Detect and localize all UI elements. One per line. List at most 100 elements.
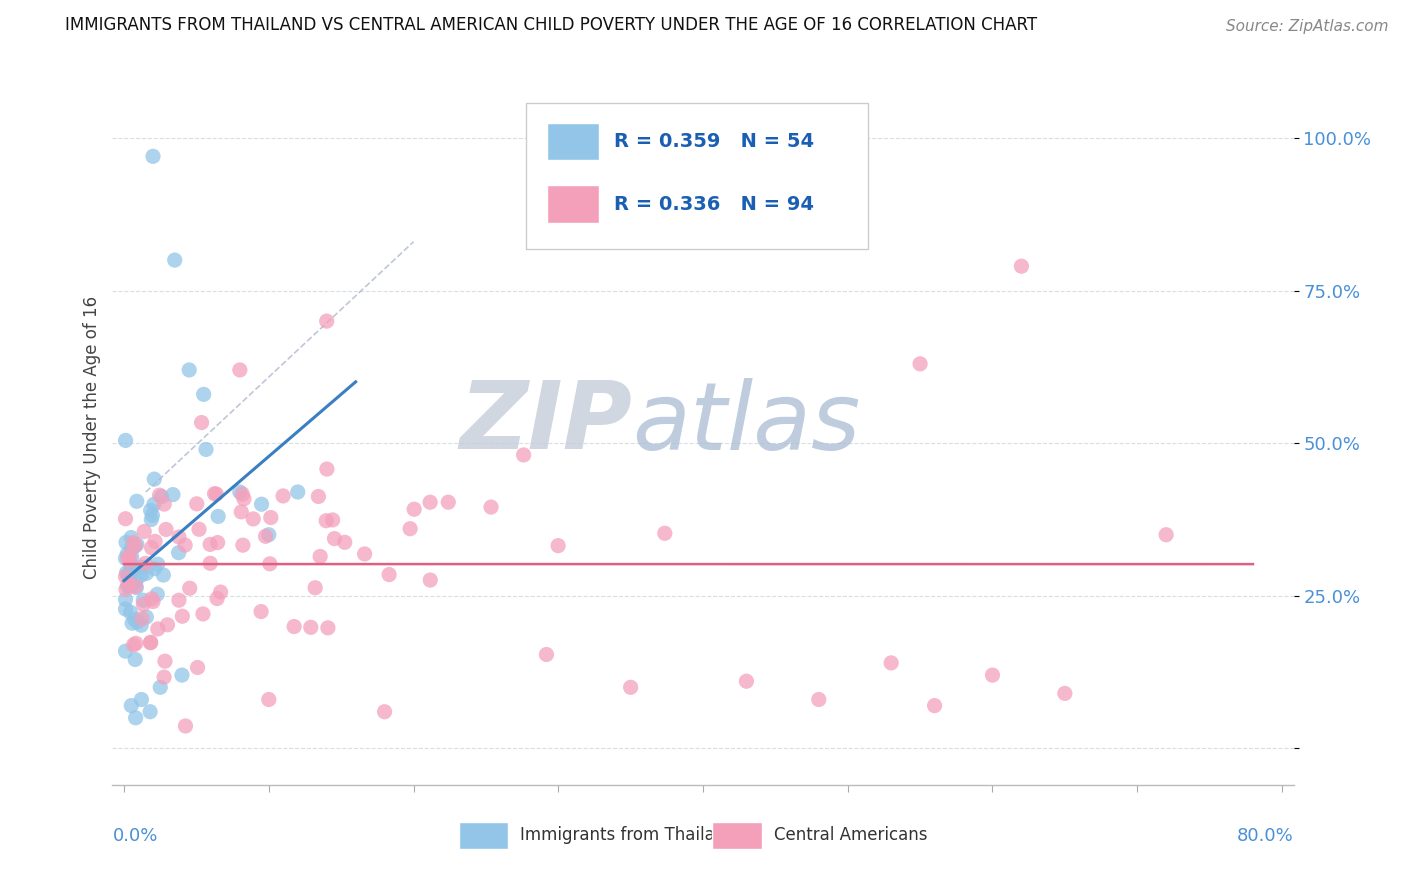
- Point: [198, 537, 221, 551]
- Point: [131, 612, 153, 626]
- Point: [132, 593, 155, 607]
- Point: [127, 615, 149, 629]
- Point: [191, 607, 214, 621]
- Point: [231, 487, 253, 501]
- Y-axis label: Child Poverty Under the Age of 16: Child Poverty Under the Age of 16: [83, 295, 101, 579]
- Point: [924, 698, 946, 713]
- Point: [536, 648, 558, 662]
- Point: [304, 581, 326, 595]
- Point: [121, 541, 143, 555]
- Point: [153, 654, 176, 668]
- Point: [141, 591, 163, 606]
- Point: [172, 609, 194, 624]
- Point: [205, 487, 228, 501]
- Point: [204, 486, 226, 500]
- Point: [735, 674, 758, 689]
- Text: Source: ZipAtlas.com: Source: ZipAtlas.com: [1226, 19, 1388, 34]
- Point: [153, 497, 176, 511]
- Point: [117, 579, 139, 593]
- Point: [143, 534, 166, 549]
- Point: [139, 635, 162, 649]
- Point: [179, 363, 201, 377]
- Point: [880, 656, 903, 670]
- Point: [419, 573, 441, 587]
- Point: [307, 490, 329, 504]
- Point: [155, 523, 177, 537]
- Point: [139, 705, 162, 719]
- Point: [620, 681, 643, 695]
- Point: [121, 577, 143, 591]
- Point: [174, 538, 197, 552]
- Text: 80.0%: 80.0%: [1237, 827, 1294, 845]
- Point: [148, 488, 170, 502]
- Point: [139, 636, 162, 650]
- Point: [316, 462, 339, 476]
- Point: [129, 568, 152, 582]
- Point: [146, 558, 169, 572]
- Point: [115, 535, 138, 549]
- Point: [146, 587, 169, 601]
- Point: [437, 495, 460, 509]
- Point: [131, 692, 153, 706]
- Point: [374, 705, 396, 719]
- Point: [193, 387, 215, 401]
- Point: [117, 547, 139, 561]
- Point: [141, 512, 163, 526]
- Point: [122, 561, 145, 575]
- Point: [122, 535, 145, 549]
- Point: [134, 557, 156, 571]
- FancyBboxPatch shape: [547, 122, 599, 161]
- Point: [114, 644, 136, 658]
- Point: [316, 621, 339, 635]
- Point: [260, 510, 283, 524]
- Point: [271, 489, 294, 503]
- Point: [121, 616, 143, 631]
- Point: [479, 500, 502, 514]
- Point: [129, 560, 152, 574]
- Point: [188, 522, 211, 536]
- Point: [153, 670, 176, 684]
- Point: [135, 566, 157, 581]
- Point: [125, 581, 148, 595]
- Point: [117, 578, 139, 592]
- Point: [257, 692, 280, 706]
- Point: [114, 551, 136, 566]
- Point: [250, 605, 273, 619]
- Point: [124, 539, 146, 553]
- Point: [654, 526, 676, 541]
- Point: [143, 562, 166, 576]
- Point: [257, 527, 280, 541]
- Text: R = 0.336   N = 94: R = 0.336 N = 94: [614, 194, 814, 213]
- Point: [125, 494, 148, 508]
- Point: [378, 567, 401, 582]
- Point: [1154, 527, 1177, 541]
- Point: [124, 580, 146, 594]
- Point: [315, 314, 337, 328]
- Point: [120, 531, 142, 545]
- FancyBboxPatch shape: [458, 822, 508, 849]
- Point: [1053, 686, 1076, 700]
- Point: [322, 513, 344, 527]
- Point: [232, 538, 254, 552]
- Point: [114, 512, 136, 526]
- Text: 0.0%: 0.0%: [112, 827, 157, 845]
- Point: [114, 592, 136, 607]
- Point: [333, 535, 356, 549]
- Point: [125, 537, 148, 551]
- Point: [114, 602, 136, 616]
- Point: [287, 485, 309, 500]
- FancyBboxPatch shape: [713, 822, 762, 849]
- Point: [250, 497, 273, 511]
- Point: [323, 532, 346, 546]
- Point: [125, 574, 148, 589]
- Point: [122, 540, 145, 554]
- Point: [118, 577, 141, 591]
- Point: [353, 547, 375, 561]
- Point: [118, 554, 141, 568]
- Point: [167, 593, 190, 607]
- Point: [117, 551, 139, 566]
- Point: [118, 571, 141, 585]
- Point: [152, 568, 174, 582]
- Point: [114, 434, 136, 448]
- Point: [163, 253, 186, 268]
